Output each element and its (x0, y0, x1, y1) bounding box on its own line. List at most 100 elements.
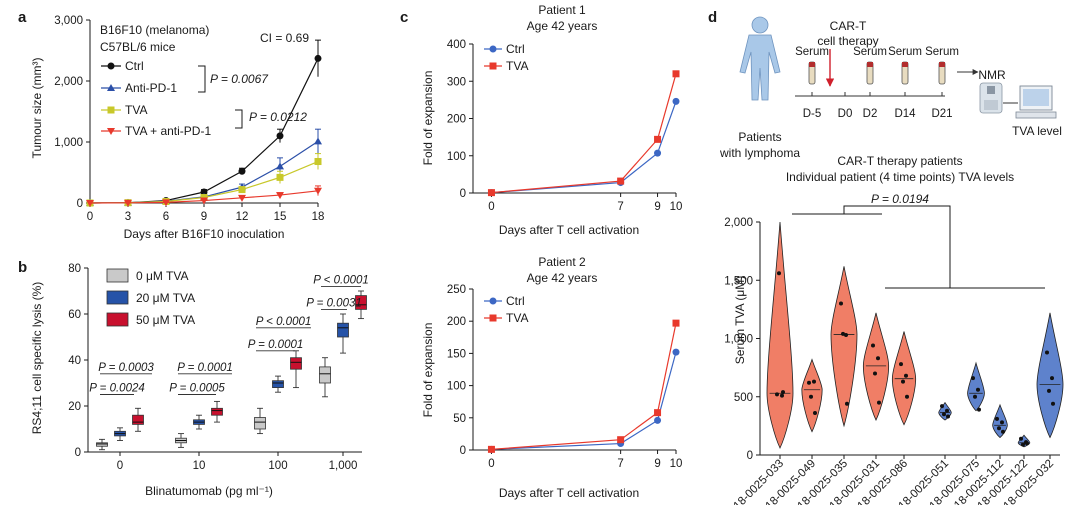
violin-point (901, 379, 905, 384)
serum-tube-cap (867, 62, 873, 67)
panel-a-ci: CI = 0.69 (260, 31, 309, 45)
data-point (86, 200, 94, 207)
violin-point (1019, 436, 1023, 441)
y-tick-label: 0 (460, 445, 466, 457)
y-tick-label: 1,000 (54, 137, 83, 149)
data-point (276, 173, 284, 181)
box (211, 407, 223, 416)
box (254, 417, 266, 430)
serum-label: Serum (925, 46, 959, 58)
data-point (654, 149, 662, 157)
x-tick-label: 10 (670, 458, 683, 470)
legend-20um: 20 μM TVA (106, 290, 195, 305)
violin-point (809, 394, 813, 399)
y-tick-label: 400 (447, 39, 466, 51)
violin-point (812, 379, 816, 384)
violin (830, 266, 858, 428)
p-value-label: P < 0.0001 (256, 316, 312, 328)
p-value-label: P < 0.0001 (313, 274, 369, 286)
panel-c-top-legend-ctrl: Ctrl (506, 42, 525, 56)
violin-point (845, 401, 849, 406)
legend-50um: 50 μM TVA (106, 312, 195, 327)
box (272, 380, 284, 389)
serum-tube-cap (939, 62, 945, 67)
legend-tva: TVA (101, 103, 147, 117)
violin-point (873, 371, 877, 376)
timepoint-label: D14 (894, 108, 916, 120)
panel-c: c Patient 1 Age 42 years Fold of expansi… (400, 3, 682, 500)
violin-point (841, 331, 845, 336)
series-line (491, 351, 677, 450)
y-tick-label: 3,000 (54, 15, 83, 27)
violin-point (777, 271, 781, 276)
timepoint-label: D-5 (803, 108, 822, 120)
legend-0um: 0 μM TVA (106, 268, 188, 283)
serum-tube-cap (902, 62, 908, 67)
x-tick-label: 100 (268, 460, 287, 472)
y-tick-label: 1,500 (724, 275, 753, 287)
violin-point (945, 408, 949, 413)
y-tick-label: 50 (453, 413, 466, 425)
data-point (314, 187, 322, 195)
panel-a-header-1: B16F10 (melanoma) (100, 23, 209, 37)
x-tick-label: 10 (670, 201, 683, 213)
violin-point (813, 411, 817, 416)
violin-point (940, 404, 944, 409)
data-point (654, 416, 662, 424)
violin-point (781, 390, 785, 395)
data-point (617, 177, 625, 185)
panel-a-xlabel: Days after B16F10 inoculation (124, 227, 285, 241)
legend-ctrl: Ctrl (101, 59, 144, 73)
violin-point (942, 412, 946, 417)
violin (1036, 312, 1064, 439)
data-point (672, 97, 680, 105)
violin (862, 312, 890, 421)
violin-point (1045, 350, 1049, 355)
x-tick-label: 9 (201, 211, 207, 223)
violin-point (780, 393, 784, 398)
violin-point (1021, 442, 1025, 447)
serum-label: Serum (888, 46, 922, 58)
panel-d-plot: 05001,0001,5002,00018-0025-03318-0025-04… (724, 217, 1064, 510)
box (319, 366, 331, 384)
panel-c-bottom-title-2: Age 42 years (527, 271, 598, 285)
y-tick-label: 1,000 (724, 334, 753, 346)
box (290, 357, 302, 370)
violin-point (807, 380, 811, 385)
series-line (491, 101, 677, 194)
timepoint-label: D2 (863, 108, 878, 120)
violin-point (977, 407, 981, 412)
violin-point (844, 333, 848, 338)
legend-tva-anti-pd1-label: TVA + anti-PD-1 (125, 124, 211, 138)
panel-c-bottom-ylabel: Fold of expansion (421, 323, 435, 418)
violin-point (899, 362, 903, 367)
panel-b-label: b (18, 259, 27, 276)
panel-c-top-legend-tva: TVA (506, 59, 528, 73)
x-tick-label: 9 (654, 201, 660, 213)
data-point (200, 194, 208, 202)
y-tick-label: 200 (447, 114, 466, 126)
legend-tva-marker (489, 314, 497, 322)
x-tick-label: 18 (312, 211, 325, 223)
violin-point (877, 400, 881, 405)
violin-point (871, 343, 875, 348)
panel-c-bottom-legend-tva: TVA (506, 311, 528, 325)
y-tick-label: 0 (75, 447, 81, 459)
patients-label-1: Patients (738, 130, 781, 144)
legend-ctrl-label: Ctrl (125, 59, 144, 73)
violin (967, 361, 985, 412)
nmr-label: NMR (978, 68, 1006, 82)
x-tick-label: 7 (617, 458, 623, 470)
violin (766, 221, 794, 449)
p-value-label: P = 0.0001 (248, 339, 304, 351)
data-point (124, 199, 132, 207)
data-point (238, 194, 246, 202)
violin-point (1000, 420, 1004, 425)
panel-d-label: d (708, 9, 717, 26)
panel-b-plot: 0 20 40 60 80 0 10 100 1,000 P = 0.0003 P = 0.0024… (68, 263, 369, 472)
legend-tva-marker (489, 62, 497, 70)
panel-a-plot: 0 1,000 2,000 3,000 0 3 6 9 12 15 18 (54, 15, 324, 223)
legend-20um-label: 20 μM TVA (136, 291, 195, 305)
violin-point (905, 394, 909, 399)
